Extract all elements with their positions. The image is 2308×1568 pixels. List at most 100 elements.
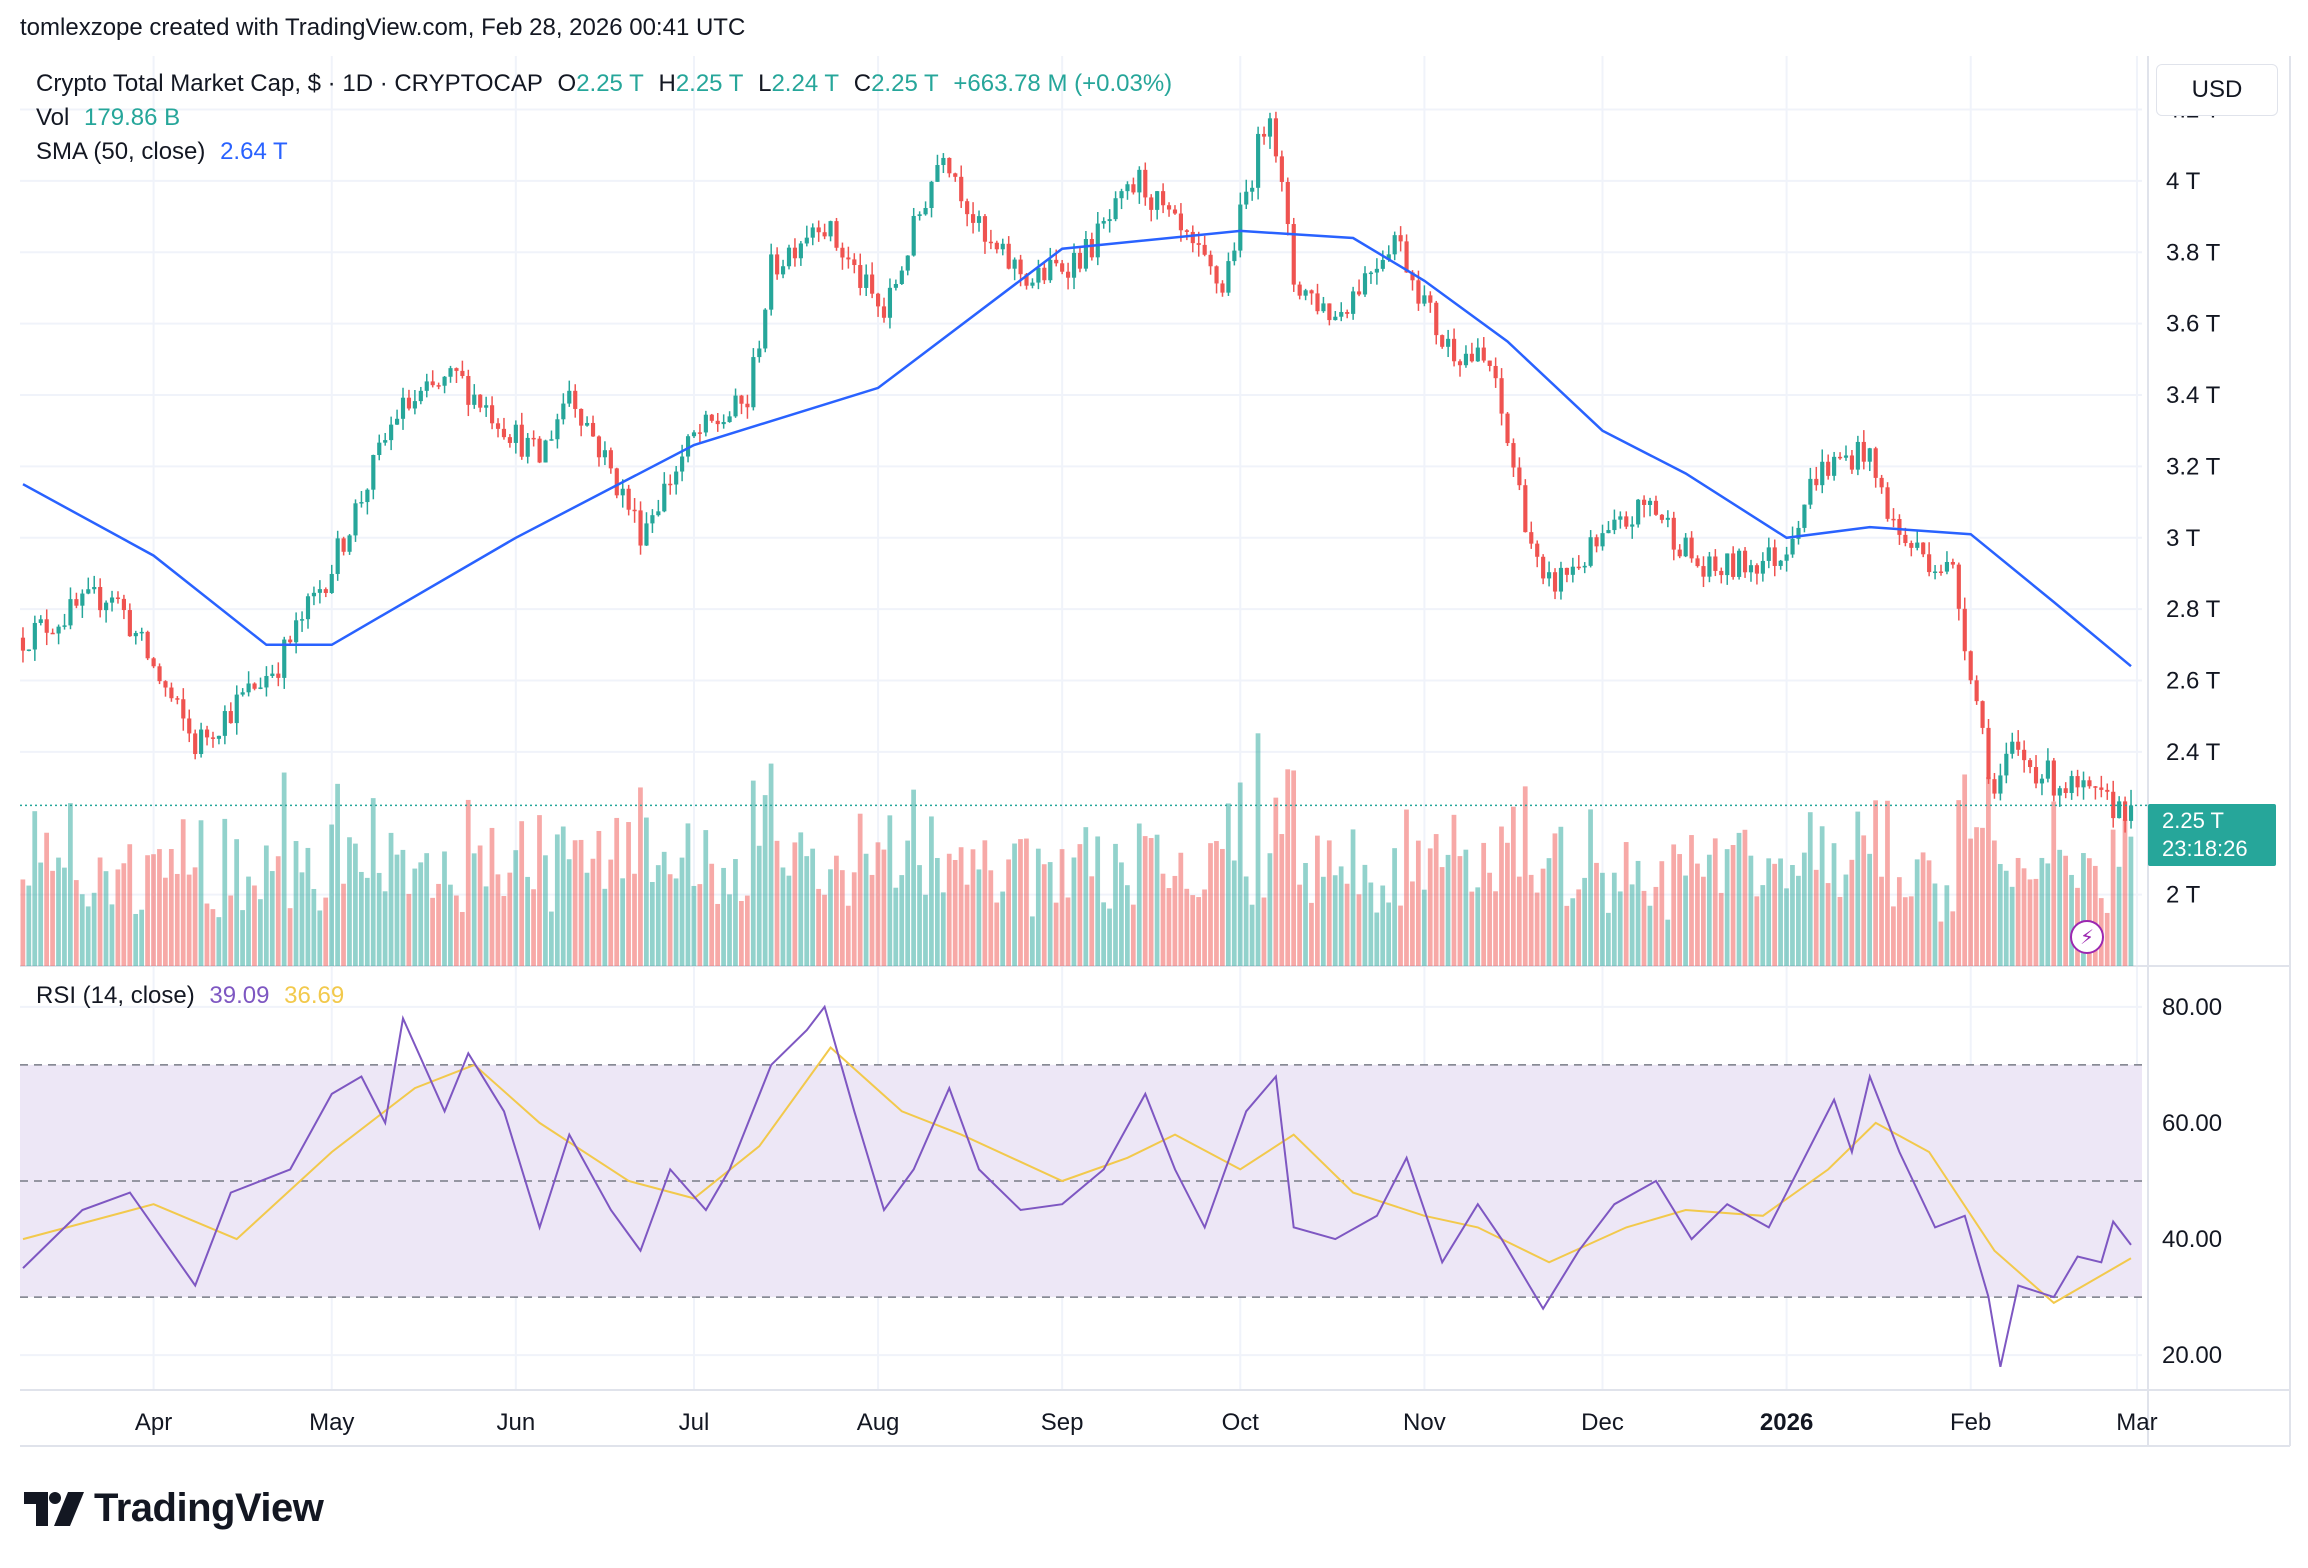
volume-bar [1689,835,1694,966]
volume-bar [1938,921,1944,966]
rsi-series-line [22,1004,2132,1368]
rsi-ma-value: 36.69 [284,982,345,1009]
volume-bar [2104,912,2110,966]
volume-bar [1920,852,1926,966]
rsi-lines [22,1004,2132,1368]
candle-body [454,368,459,371]
candle-body [1731,553,1736,577]
candle-body [1143,169,1148,198]
volume-bar [216,917,222,966]
candle-body [490,405,495,424]
volume-legend[interactable]: Vol 179.86 B [36,104,188,132]
volume-bar [2021,868,2027,966]
volume-bar [1338,866,1344,966]
candle-body [210,737,216,739]
volume-bar [1712,838,1718,966]
volume-bar [822,894,827,966]
candle-body [2004,753,2009,776]
candle-body [709,414,714,421]
volume-bar [1433,834,1439,966]
rsi-label: RSI (14, close) [36,982,195,1009]
volume-bar [1059,849,1065,966]
candle-body [1077,252,1083,269]
symbol-legend: Crypto Total Market Cap, $ · 1D · CRYPTO… [36,70,1180,98]
candle-body [1000,243,1005,250]
candle-body [638,510,643,546]
candle-body [1582,565,1587,568]
volume-bar [1101,902,1106,966]
candle-body [941,157,946,166]
candle-body [1867,448,1872,462]
volume-bar [1801,852,1807,966]
volume-bar [1837,896,1843,966]
volume-bar [655,865,661,966]
volume-bar [1214,841,1219,966]
candle-body [2075,776,2080,788]
volume-bar [608,859,614,966]
candle-body [1529,532,1534,544]
volume-bar [1748,855,1754,966]
volume-bar [1018,839,1023,966]
volume-bar [667,874,673,966]
candle-body [1244,191,1249,205]
candle-body [1261,133,1267,137]
candle-body [2016,741,2021,750]
volume-bar [471,853,477,966]
volume-bar [1647,905,1653,966]
candle-body [786,247,792,267]
currency-button[interactable]: USD [2156,64,2278,116]
volume-bar [1136,823,1142,966]
candle-body [460,370,465,377]
candle-body [38,619,43,623]
volume-bar [115,869,121,966]
candle-body [608,450,613,469]
candle-body [1541,556,1546,579]
symbol-title[interactable]: Crypto Total Market Cap, $ · 1D · CRYPTO… [36,70,543,97]
sma-legend[interactable]: SMA (50, close) 2.64 T [36,138,296,166]
candle-body [1232,250,1237,262]
volume-bar [2086,858,2092,966]
time-tick-label: Oct [1222,1409,1260,1436]
candle-body [1802,504,1807,528]
tradingview-brand[interactable]: TradingView [24,1486,324,1531]
candle-body [2099,787,2104,790]
volume-bar [578,839,584,966]
volume-bar [2009,886,2015,966]
volume-bar [222,818,228,966]
candle-body [549,439,554,441]
candle-body [2081,780,2086,788]
volume-bar [62,867,67,966]
candle-body [1653,500,1659,515]
lightning-icon[interactable]: ⚡ [2070,920,2104,954]
volume-bar [38,862,44,966]
sma-line [22,229,2132,668]
candle-body [181,699,186,719]
volume-bar [311,888,317,966]
time-axis: Apr May Jun Jul Aug Sep Oct Nov Dec 2026 Feb Mar [135,1409,2158,1436]
volume-bar [204,903,210,966]
candle-body [1178,213,1183,231]
time-tick-label: Sep [1041,1409,1084,1436]
volume-bar [1950,911,1956,966]
volume-bar [442,851,447,966]
volume-bar [97,857,103,966]
volume-bar [1000,891,1006,966]
volume-bar [1190,895,1196,966]
volume-bar [133,913,139,966]
candle-body [739,395,744,404]
volume-bar [210,909,216,966]
volume-bar [804,856,810,966]
volume-bar [1374,912,1380,966]
candle-body [1499,378,1504,414]
volume-bar [1315,835,1320,966]
candle-body [317,589,322,593]
volume-bar [1493,891,1498,966]
volume-bar [638,787,643,966]
volume-bar [1861,835,1867,966]
rsi-legend[interactable]: RSI (14, close) 39.09 36.69 [36,982,352,1010]
candle-body [294,620,299,643]
candle-body [1434,302,1439,336]
candle-body [1481,347,1486,361]
candle-body [1012,259,1017,269]
